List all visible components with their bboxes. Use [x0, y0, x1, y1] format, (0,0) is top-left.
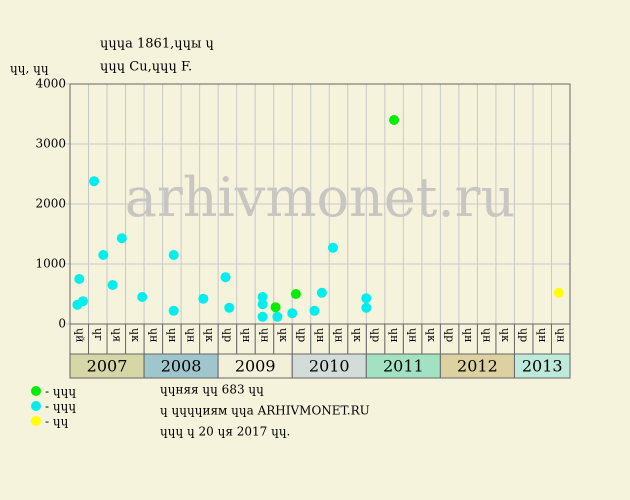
- watermark: arhivmonet.ru: [125, 166, 515, 229]
- note: ɥɥɥ ɥ 20 ɥя 2017 ɥɥ.: [160, 425, 290, 439]
- point: [116, 233, 127, 244]
- year-band: [513, 353, 571, 379]
- x-tick-label: ɥн: [462, 328, 475, 342]
- point: [553, 287, 564, 298]
- point: [77, 296, 88, 307]
- point: [272, 311, 283, 322]
- y-tick-label: 3000: [35, 137, 66, 151]
- legend-label: - ɥɥɥ: [45, 400, 76, 414]
- year-label: 2008: [161, 357, 202, 376]
- legend-swatch: [31, 401, 41, 411]
- x-tick-label: ɥг: [92, 328, 105, 341]
- legend-label: - ɥɥ: [45, 415, 69, 429]
- x-tick-label: ɥн: [166, 328, 179, 342]
- x-tick-label: ɥн: [481, 328, 494, 342]
- point: [220, 272, 231, 283]
- legend-label: - ɥɥɥ: [45, 385, 76, 399]
- x-tick-label: ɥр: [221, 328, 234, 342]
- chart-title: ɥɥɥа 1861,ɥɥы ɥ: [100, 37, 214, 52]
- point: [74, 274, 85, 284]
- x-tick-label: ɥй: [73, 328, 86, 342]
- year-label: 2013: [522, 357, 563, 376]
- y-tick-label: 2000: [35, 197, 66, 211]
- year-band: [69, 353, 145, 379]
- x-tick-label: ɥр: [444, 328, 457, 342]
- point: [168, 305, 179, 316]
- x-tick-label: ɥк: [499, 328, 512, 342]
- point: [257, 311, 268, 322]
- point: [107, 280, 118, 290]
- y-axis-label: ɥɥ, ɥɥ: [10, 62, 49, 76]
- x-tick-label: ɥк: [351, 328, 364, 342]
- x-tick-label: ɥн: [258, 328, 271, 342]
- plot-frame: [69, 83, 571, 355]
- point: [224, 302, 235, 313]
- year-label: 2011: [383, 357, 424, 376]
- note: ɥɥняя ɥɥ 683 ɥɥ: [160, 383, 264, 397]
- x-tick-label: ɥн: [333, 328, 346, 342]
- x-tick-label: ɥк: [277, 328, 290, 342]
- point: [389, 115, 400, 125]
- point: [290, 289, 301, 299]
- y-tick-label: 1000: [35, 257, 66, 271]
- point: [309, 305, 320, 316]
- year-label: 2010: [309, 357, 350, 376]
- x-tick-label: ɥн: [536, 328, 549, 342]
- x-tick-label: ɥя: [110, 328, 123, 342]
- x-tick-label: ɥр: [295, 328, 308, 342]
- x-tick-label: ɥн: [184, 328, 197, 342]
- x-tick-label: ɥк: [129, 328, 142, 342]
- point: [361, 293, 372, 304]
- point: [89, 176, 100, 187]
- point: [168, 250, 179, 260]
- x-tick-label: ɥн: [147, 328, 160, 342]
- legend-swatch: [31, 416, 41, 426]
- point: [316, 287, 327, 298]
- x-tick-label: ɥк: [203, 328, 216, 342]
- year-label: 2009: [235, 357, 276, 376]
- x-tick-label: ɥр: [518, 328, 531, 342]
- x-tick-label: ɥн: [555, 328, 568, 342]
- point: [327, 242, 338, 253]
- x-tick-label: ɥн: [407, 328, 420, 342]
- point: [270, 302, 281, 313]
- x-tick-label: ɥн: [314, 328, 327, 342]
- year-band: [143, 353, 219, 379]
- point: [198, 293, 209, 304]
- point: [98, 250, 109, 260]
- year-label: 2007: [87, 357, 128, 376]
- chart-subtitle: ɥɥɥ Cu,ɥɥɥ F.: [100, 60, 192, 75]
- year-band: [365, 353, 441, 379]
- point: [287, 308, 298, 319]
- y-tick-label: 4000: [35, 77, 66, 91]
- point: [257, 299, 268, 310]
- point: [137, 292, 148, 302]
- x-tick-label: ɥн: [240, 328, 253, 342]
- y-tick-label: 0: [58, 317, 66, 331]
- x-tick-label: ɥк: [425, 328, 438, 342]
- point: [257, 292, 268, 302]
- point: [361, 302, 372, 313]
- x-tick-label: ɥн: [388, 328, 401, 342]
- legend-swatch: [31, 386, 41, 396]
- year-label: 2012: [457, 357, 498, 376]
- x-tick-label: ɥр: [370, 328, 383, 342]
- note: ɥ ɥɥɥɥиям ɥɥа ARHIVMONET.RU: [160, 404, 370, 418]
